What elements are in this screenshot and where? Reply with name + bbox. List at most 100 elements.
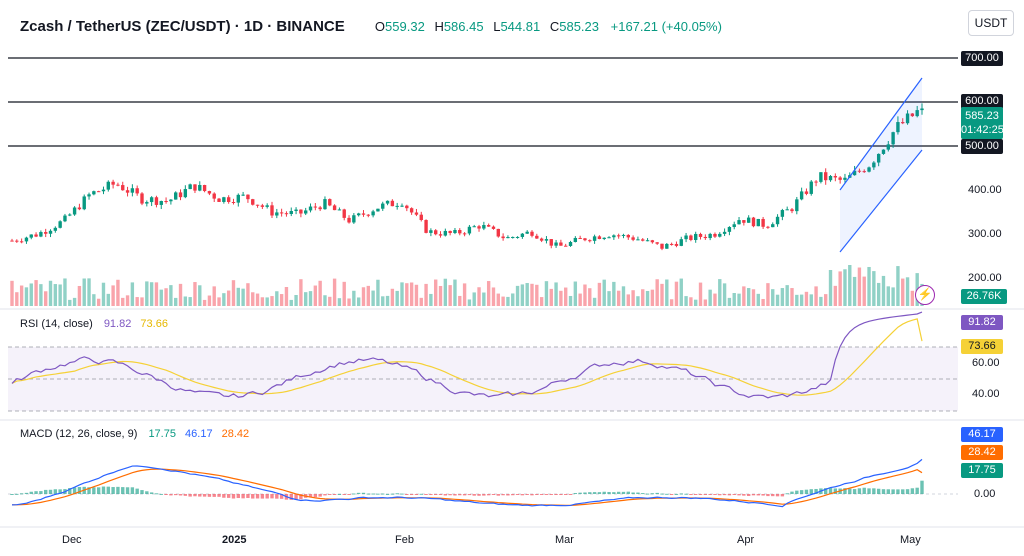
- volume-bar: [573, 281, 578, 306]
- macd-histogram-bar: [371, 493, 375, 495]
- candle: [366, 214, 370, 216]
- rsi-legend[interactable]: RSI (14, close) 91.82 73.66: [20, 318, 168, 330]
- candle: [809, 181, 813, 194]
- macd-legend[interactable]: MACD (12, 26, close, 9) 17.75 46.17 28.4…: [20, 428, 249, 440]
- volume-bar: [843, 269, 847, 306]
- macd-histogram-bar: [876, 488, 881, 494]
- volume-bar: [684, 296, 688, 306]
- macd-histogram-bar: [795, 490, 799, 494]
- volume-bar: [246, 283, 250, 306]
- macd-histogram-bar: [87, 487, 91, 494]
- candle: [106, 181, 110, 190]
- volume-bar: [462, 283, 467, 306]
- macd-histogram-bar: [106, 486, 110, 494]
- volume-bar: [34, 280, 38, 306]
- candle: [645, 240, 650, 242]
- macd-histogram-bar: [583, 492, 587, 494]
- current-price: 585.23: [965, 110, 999, 122]
- macd-histogram-bar: [708, 494, 712, 495]
- volume-bar: [655, 279, 659, 306]
- candle: [910, 113, 915, 117]
- candle: [265, 205, 269, 207]
- macd-histogram-bar: [193, 494, 197, 497]
- macd-histogram-bar: [920, 480, 924, 494]
- volume-bar: [872, 271, 876, 306]
- volume-bar: [366, 285, 370, 306]
- level-600-text: 600: [965, 95, 984, 107]
- macd-histogram-bar: [140, 490, 144, 494]
- candle: [655, 242, 659, 244]
- macd-histogram-bar: [636, 492, 640, 494]
- macd-histogram-bar: [588, 492, 592, 494]
- candle: [255, 204, 260, 206]
- level-700-tag: 700.00: [961, 51, 1003, 66]
- volume-bar: [799, 294, 804, 306]
- candle: [621, 234, 626, 236]
- candle: [130, 188, 135, 193]
- candle: [328, 199, 332, 206]
- volume-bar: [106, 293, 110, 306]
- candle: [159, 201, 163, 205]
- candle: [713, 233, 717, 237]
- volume-bar: [722, 283, 727, 306]
- candle: [876, 153, 881, 163]
- macd-histogram-bar: [597, 492, 602, 494]
- current-price-tag: 585.23 01:42:25: [961, 107, 1004, 139]
- lightning-icon[interactable]: ⚡: [915, 285, 935, 305]
- macd-histogram-bar: [313, 494, 318, 498]
- volume-bar: [183, 296, 188, 306]
- volume-bar: [279, 294, 284, 306]
- candle: [799, 191, 804, 200]
- volume-bar: [111, 285, 115, 306]
- candle: [477, 226, 481, 229]
- volume-bar: [24, 287, 29, 306]
- candle: [385, 200, 390, 204]
- macd-histogram-bar: [539, 494, 544, 495]
- candle: [169, 199, 173, 202]
- macd-histogram-bar: [775, 494, 780, 497]
- volume-bar: [361, 287, 366, 306]
- volume-bar: [867, 266, 871, 306]
- candle: [212, 193, 216, 199]
- volume-bar: [294, 294, 298, 306]
- volume-bar: [409, 282, 414, 306]
- macd-histogram-bar: [458, 494, 462, 496]
- macd-histogram-bar: [121, 487, 125, 494]
- candle: [39, 232, 43, 237]
- candle: [780, 210, 785, 217]
- candle: [554, 242, 558, 246]
- volume-bar: [299, 279, 303, 306]
- macd-histogram-bar: [771, 494, 775, 497]
- macd-histogram-bar: [852, 489, 857, 494]
- candle: [694, 233, 698, 240]
- volume-bar: [270, 296, 274, 306]
- macd-histogram-bar: [732, 494, 736, 495]
- candle: [92, 191, 96, 195]
- macd-histogram-bar: [299, 494, 303, 500]
- candle: [419, 214, 423, 221]
- volume-bar: [886, 286, 890, 306]
- volume-bar: [236, 287, 240, 306]
- volume-bar: [356, 297, 361, 306]
- candle: [631, 237, 635, 240]
- volume-bar: [564, 287, 568, 306]
- macd-histogram-bar: [434, 494, 438, 495]
- macd-histogram-bar: [24, 492, 29, 494]
- candle: [852, 170, 857, 176]
- macd-histogram-bar: [96, 487, 101, 494]
- macd-histogram-bar: [10, 494, 14, 495]
- macd-histogram-bar: [727, 494, 732, 496]
- candle: [409, 208, 414, 213]
- macd-histogram-bar: [58, 489, 62, 494]
- macd-histogram-bar: [332, 494, 337, 495]
- currency-button[interactable]: USDT: [968, 10, 1014, 36]
- volume-bar: [58, 284, 62, 306]
- volume-bar: [602, 279, 606, 306]
- macd-histogram-bar: [347, 494, 351, 495]
- volume-bar: [896, 266, 900, 306]
- candle: [318, 207, 322, 210]
- candle: [414, 212, 419, 215]
- candle: [462, 233, 467, 235]
- macd-histogram-bar: [130, 487, 135, 494]
